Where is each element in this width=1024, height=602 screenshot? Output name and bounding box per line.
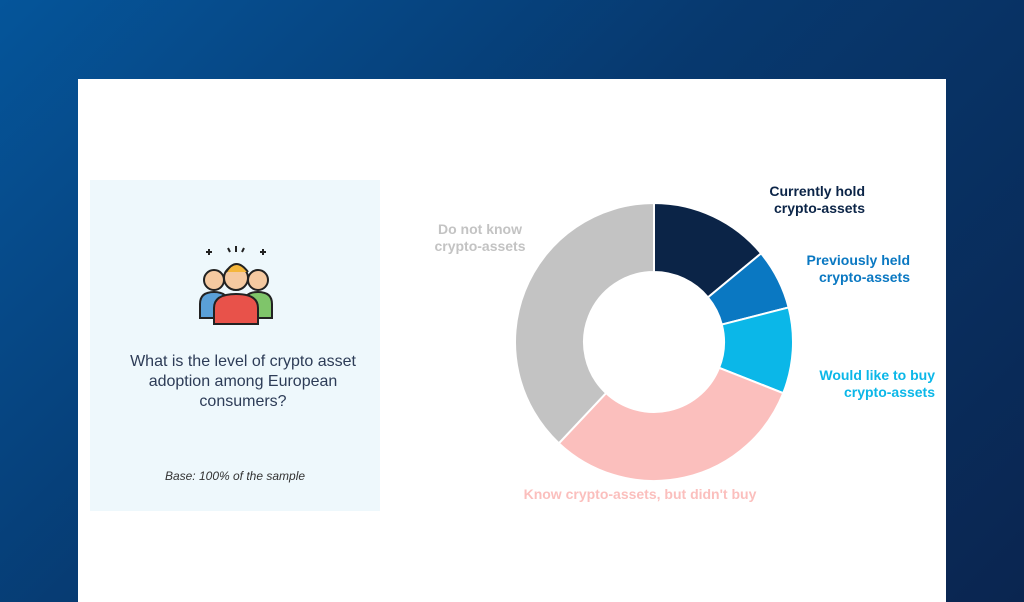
donut-segment [514,201,655,445]
segment-label: Know crypto-assets, but didn't buy [523,486,757,502]
subtitle: Base: 100% of the sample [164,469,306,483]
question-panel [90,180,380,511]
segment-label: Previously held crypto-assets [806,252,910,285]
segment-label: Would like to buy crypto-assets [819,367,935,400]
chart-title: What is the level of crypto asset adopti… [130,353,356,410]
segment-label: Currently hold crypto-assets [769,183,865,216]
segment-label: Do not know crypto-assets [434,221,526,254]
donut-segment [557,366,785,482]
people-icon [199,246,273,325]
